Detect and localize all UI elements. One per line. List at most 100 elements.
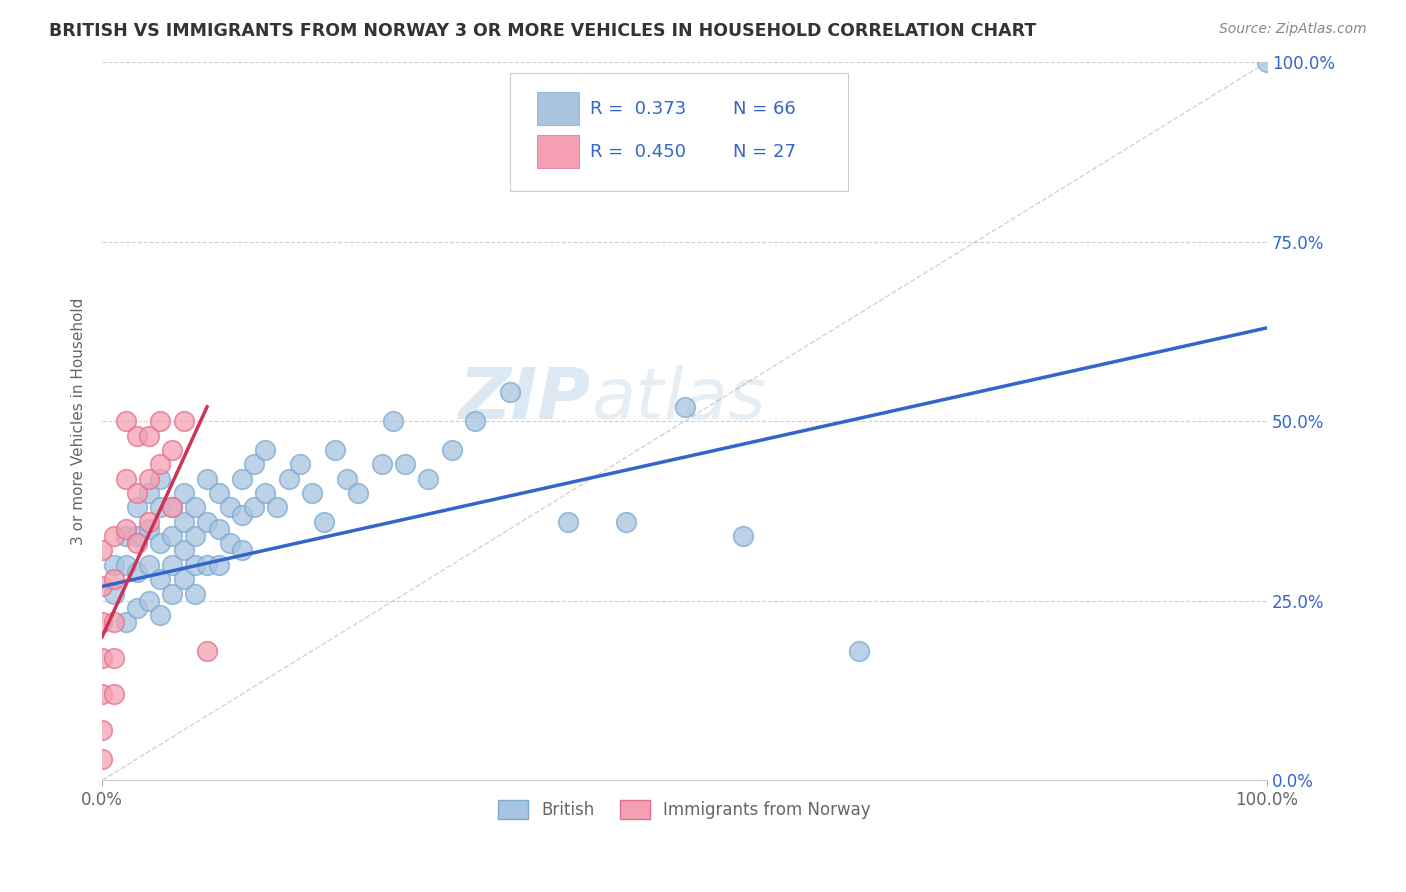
Point — [231, 472, 253, 486]
Text: ZIP: ZIP — [460, 365, 592, 434]
Y-axis label: 3 or more Vehicles in Household: 3 or more Vehicles in Household — [72, 298, 86, 545]
Text: N = 27: N = 27 — [734, 143, 796, 161]
Point — [731, 529, 754, 543]
Text: R =  0.450: R = 0.450 — [591, 143, 686, 161]
Legend: British, Immigrants from Norway: British, Immigrants from Norway — [492, 793, 877, 826]
Point — [149, 608, 172, 623]
Point — [91, 687, 114, 701]
Point — [138, 593, 160, 607]
Point — [195, 515, 218, 529]
Point — [242, 458, 264, 472]
Point — [312, 515, 335, 529]
Point — [160, 529, 183, 543]
Point — [173, 414, 195, 428]
Point — [195, 644, 218, 658]
Point — [149, 536, 172, 550]
Point — [91, 543, 114, 558]
Point — [160, 558, 183, 572]
Point — [114, 558, 136, 572]
Point — [848, 644, 870, 658]
Point — [323, 442, 346, 457]
Point — [277, 472, 299, 486]
Point — [184, 558, 207, 572]
Point — [103, 558, 125, 572]
Point — [149, 472, 172, 486]
FancyBboxPatch shape — [537, 92, 579, 126]
Text: Source: ZipAtlas.com: Source: ZipAtlas.com — [1219, 22, 1367, 37]
Point — [149, 414, 172, 428]
Point — [557, 515, 579, 529]
Point — [149, 572, 172, 586]
Point — [301, 486, 323, 500]
Point — [127, 486, 149, 500]
Point — [160, 500, 183, 515]
Point — [114, 522, 136, 536]
Point — [371, 458, 394, 472]
Text: atlas: atlas — [592, 365, 766, 434]
Point — [149, 500, 172, 515]
Point — [673, 400, 696, 414]
Point — [290, 458, 312, 472]
Point — [254, 442, 277, 457]
Point — [127, 500, 149, 515]
Point — [231, 543, 253, 558]
Point — [336, 472, 359, 486]
Point — [1256, 55, 1278, 70]
FancyBboxPatch shape — [537, 136, 579, 169]
Point — [195, 558, 218, 572]
Point — [219, 500, 242, 515]
Point — [173, 543, 195, 558]
Point — [103, 529, 125, 543]
FancyBboxPatch shape — [510, 73, 848, 192]
Point — [219, 536, 242, 550]
Point — [114, 615, 136, 630]
Point — [91, 723, 114, 737]
Point — [127, 529, 149, 543]
Point — [138, 428, 160, 442]
Point — [347, 486, 370, 500]
Point — [91, 615, 114, 630]
Point — [418, 472, 440, 486]
Point — [382, 414, 405, 428]
Point — [91, 752, 114, 766]
Point — [149, 458, 172, 472]
Point — [394, 458, 416, 472]
Text: N = 66: N = 66 — [734, 100, 796, 118]
Point — [184, 586, 207, 600]
Point — [242, 500, 264, 515]
Point — [208, 558, 231, 572]
Point — [103, 651, 125, 665]
Point — [160, 442, 183, 457]
Point — [91, 651, 114, 665]
Point — [254, 486, 277, 500]
Point — [138, 486, 160, 500]
Point — [114, 472, 136, 486]
Text: BRITISH VS IMMIGRANTS FROM NORWAY 3 OR MORE VEHICLES IN HOUSEHOLD CORRELATION CH: BRITISH VS IMMIGRANTS FROM NORWAY 3 OR M… — [49, 22, 1036, 40]
Point — [160, 586, 183, 600]
Point — [114, 414, 136, 428]
Point — [208, 486, 231, 500]
Point — [127, 428, 149, 442]
Point — [173, 572, 195, 586]
Point — [103, 586, 125, 600]
Point — [184, 500, 207, 515]
Point — [184, 529, 207, 543]
Point — [208, 522, 231, 536]
Point — [195, 472, 218, 486]
Point — [231, 508, 253, 522]
Point — [103, 615, 125, 630]
Point — [173, 486, 195, 500]
Point — [440, 442, 463, 457]
Point — [138, 522, 160, 536]
Point — [127, 536, 149, 550]
Point — [138, 515, 160, 529]
Text: R =  0.373: R = 0.373 — [591, 100, 686, 118]
Point — [127, 565, 149, 579]
Point — [160, 500, 183, 515]
Point — [103, 687, 125, 701]
Point — [127, 601, 149, 615]
Point — [91, 579, 114, 593]
Point — [173, 515, 195, 529]
Point — [266, 500, 288, 515]
Point — [464, 414, 486, 428]
